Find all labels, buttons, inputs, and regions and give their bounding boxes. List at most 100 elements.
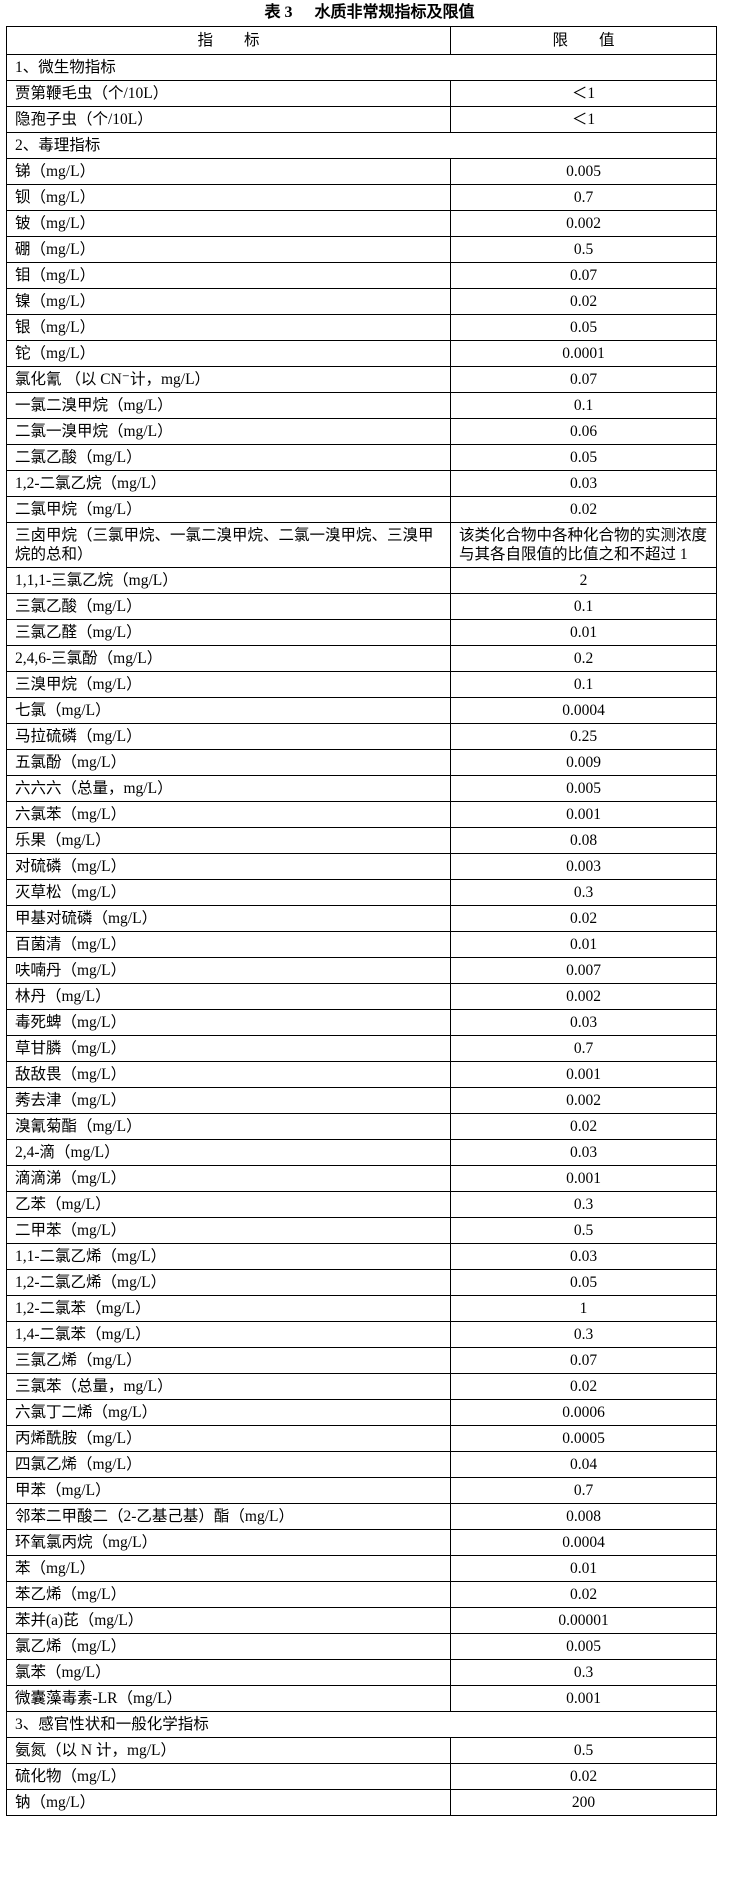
limit-cell: 0.02	[450, 905, 717, 932]
limit-cell: 0.05	[450, 444, 717, 471]
limit-cell: 0.002	[450, 983, 717, 1010]
limit-cell: 0.02	[450, 1581, 717, 1608]
indicator-cell: 林丹（mg/L）	[6, 983, 451, 1010]
table-row: 丙烯酰胺（mg/L） 0.0005	[6, 1425, 717, 1452]
indicator-cell: 1,2-二氯苯（mg/L）	[6, 1295, 451, 1322]
table-row: 硫化物（mg/L） 0.02	[6, 1763, 717, 1790]
table-row: 铍（mg/L） 0.002	[6, 210, 717, 237]
table-row: 1,4-二氯苯（mg/L） 0.3	[6, 1321, 717, 1348]
indicator-cell: 钼（mg/L）	[6, 262, 451, 289]
table-row: 滴滴涕（mg/L） 0.001	[6, 1165, 717, 1192]
limit-cell: 0.001	[450, 1685, 717, 1712]
table-row: 二氯一溴甲烷（mg/L） 0.06	[6, 418, 717, 445]
indicator-cell: 环氧氯丙烷（mg/L）	[6, 1529, 451, 1556]
limit-cell: 0.02	[450, 1763, 717, 1790]
indicator-cell: 乐果（mg/L）	[6, 827, 451, 854]
section-label: 2、毒理指标	[6, 132, 717, 159]
table-row: 六氯丁二烯（mg/L） 0.0006	[6, 1399, 717, 1426]
table-row: 氯化氰 （以 CN⁻计，mg/L） 0.07	[6, 366, 717, 393]
limit-cell: 0.0004	[450, 697, 717, 724]
indicator-cell: 三氯乙烯（mg/L）	[6, 1347, 451, 1374]
indicator-cell: 微囊藻毒素-LR（mg/L）	[6, 1685, 451, 1712]
limit-cell: 0.003	[450, 853, 717, 880]
table-row: 六六六（总量，mg/L） 0.005	[6, 775, 717, 802]
limit-cell: 0.5	[450, 1737, 717, 1764]
limit-cell: 0.08	[450, 827, 717, 854]
table-row: 三氯乙酸（mg/L） 0.1	[6, 593, 717, 620]
indicator-cell: 甲基对硫磷（mg/L）	[6, 905, 451, 932]
limit-cell: 0.25	[450, 723, 717, 750]
table-row: 三溴甲烷（mg/L） 0.1	[6, 671, 717, 698]
limit-cell: 0.03	[450, 1139, 717, 1166]
limit-cell: 0.01	[450, 1555, 717, 1582]
table-row: 乐果（mg/L） 0.08	[6, 827, 717, 854]
indicator-cell: 硼（mg/L）	[6, 236, 451, 263]
section-label: 3、感官性状和一般化学指标	[6, 1711, 717, 1738]
indicator-cell: 五氯酚（mg/L）	[6, 749, 451, 776]
limit-cell: 0.03	[450, 470, 717, 497]
limit-cell: 0.1	[450, 392, 717, 419]
limit-cell: 0.3	[450, 879, 717, 906]
indicator-cell: 1,2-二氯乙烷（mg/L）	[6, 470, 451, 497]
table-row: 邻苯二甲酸二（2-乙基己基）酯（mg/L） 0.008	[6, 1503, 717, 1530]
limit-cell: 0.5	[450, 1217, 717, 1244]
limit-cell: 0.01	[450, 619, 717, 646]
table-title: 表 3 水质非常规指标及限值	[0, 0, 739, 23]
table-row: 银（mg/L） 0.05	[6, 314, 717, 341]
limit-cell: 0.0004	[450, 1529, 717, 1556]
indicator-cell: 2,4,6-三氯酚（mg/L）	[6, 645, 451, 672]
table-row: 氨氮（以 N 计，mg/L） 0.5	[6, 1737, 717, 1764]
table-row: 锑（mg/L） 0.005	[6, 158, 717, 185]
table-row: 溴氰菊酯（mg/L） 0.02	[6, 1113, 717, 1140]
limit-cell: 0.001	[450, 1165, 717, 1192]
table-row: 七氯（mg/L） 0.0004	[6, 697, 717, 724]
table-row: 六氯苯（mg/L） 0.001	[6, 801, 717, 828]
indicator-cell: 三氯乙酸（mg/L）	[6, 593, 451, 620]
table-row: 环氧氯丙烷（mg/L） 0.0004	[6, 1529, 717, 1556]
table-row: 甲苯（mg/L） 0.7	[6, 1477, 717, 1504]
table-row: 四氯乙烯（mg/L） 0.04	[6, 1451, 717, 1478]
indicator-cell: 镍（mg/L）	[6, 288, 451, 315]
indicator-cell: 苯并(a)芘（mg/L）	[6, 1607, 451, 1634]
indicator-cell: 莠去津（mg/L）	[6, 1087, 451, 1114]
table-row: 2,4,6-三氯酚（mg/L） 0.2	[6, 645, 717, 672]
table-row: 对硫磷（mg/L） 0.003	[6, 853, 717, 880]
table-header-row: 指 标 限 值	[6, 26, 717, 55]
indicator-cell: 四氯乙烯（mg/L）	[6, 1451, 451, 1478]
indicators-table: 指 标 限 值 1、微生物指标 贾第鞭毛虫（个/10L） ＜1 隐孢子虫（个/10L）…	[6, 26, 717, 1816]
table-row: 灭草松（mg/L） 0.3	[6, 879, 717, 906]
limit-cell: 0.0001	[450, 340, 717, 367]
indicator-cell: 氯苯（mg/L）	[6, 1659, 451, 1686]
table-row: 苯并(a)芘（mg/L） 0.00001	[6, 1607, 717, 1634]
indicator-cell: 七氯（mg/L）	[6, 697, 451, 724]
table-row: 敌敌畏（mg/L） 0.001	[6, 1061, 717, 1088]
table-row: 氯苯（mg/L） 0.3	[6, 1659, 717, 1686]
limit-cell: 0.05	[450, 1269, 717, 1296]
indicator-cell: 1,2-二氯乙烯（mg/L）	[6, 1269, 451, 1296]
indicator-cell: 乙苯（mg/L）	[6, 1191, 451, 1218]
table-row: 隐孢子虫（个/10L） ＜1	[6, 106, 717, 133]
table-title-label: 表 3	[264, 4, 293, 21]
table-row: 甲基对硫磷（mg/L） 0.02	[6, 905, 717, 932]
table-row: 二氯甲烷（mg/L） 0.02	[6, 496, 717, 523]
limit-cell: 0.03	[450, 1009, 717, 1036]
section-label: 1、微生物指标	[6, 54, 717, 81]
indicator-cell: 1,1-二氯乙烯（mg/L）	[6, 1243, 451, 1270]
table-row: 林丹（mg/L） 0.002	[6, 983, 717, 1010]
indicator-cell: 苯（mg/L）	[6, 1555, 451, 1582]
indicator-cell: 铊（mg/L）	[6, 340, 451, 367]
indicator-cell: 二氯甲烷（mg/L）	[6, 496, 451, 523]
limit-cell: 0.002	[450, 1087, 717, 1114]
header-limit: 限 值	[450, 26, 717, 55]
indicator-cell: 六氯苯（mg/L）	[6, 801, 451, 828]
table-row: 2,4-滴（mg/L） 0.03	[6, 1139, 717, 1166]
indicator-cell: 灭草松（mg/L）	[6, 879, 451, 906]
indicator-cell: 邻苯二甲酸二（2-乙基己基）酯（mg/L）	[6, 1503, 451, 1530]
table-row: 1,1,1-三氯乙烷（mg/L） 2	[6, 567, 717, 594]
table-row: 草甘膦（mg/L） 0.7	[6, 1035, 717, 1062]
limit-cell: 该类化合物中各种化合物的实测浓度与其各自限值的比值之和不超过 1	[450, 522, 717, 568]
indicator-cell: 二氯乙酸（mg/L）	[6, 444, 451, 471]
limit-cell: 0.3	[450, 1321, 717, 1348]
table-row: 百菌清（mg/L） 0.01	[6, 931, 717, 958]
limit-cell: 0.06	[450, 418, 717, 445]
